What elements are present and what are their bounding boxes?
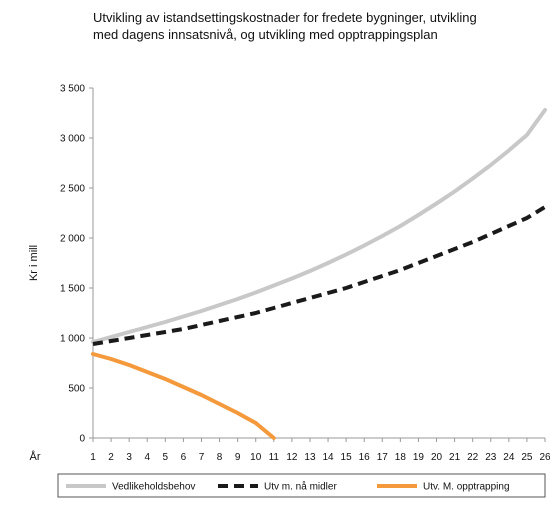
x-tick-label: 26 — [539, 452, 550, 463]
x-ticks: 1 2 3 4 5 6 7 8 9 10 11 12 13 14 15 16 17 18 19 20 21 22 23 24 2… — [90, 438, 550, 463]
series-line-2 — [92, 205, 547, 346]
y-ticks: 0 500 1 000 1 500 2 000 2 500 3 000 3 500 — [60, 84, 93, 445]
x-tick-label: 5 — [163, 452, 169, 463]
chart-title-line: med dagens innsatsnivå, og utvikling med… — [93, 27, 438, 42]
y-tick-label: 1 000 — [60, 334, 85, 345]
legend-box — [57, 473, 546, 498]
legend-label: Vedlikeholdsbehov — [112, 482, 195, 493]
x-tick-label: 21 — [449, 452, 461, 463]
x-tick-label: 15 — [341, 452, 353, 463]
legend-label: Utv m. nå midler — [264, 481, 337, 493]
x-tick-label: 12 — [286, 452, 298, 463]
y-tick-label: 2 500 — [60, 184, 85, 195]
series-lines — [91, 108, 547, 440]
series-line-1 — [91, 108, 547, 344]
x-tick-label: 24 — [503, 452, 515, 463]
legend: Vedlikeholdsbehov Utv m. nå midler Utv. M.… — [66, 481, 510, 493]
x-tick-label: 11 — [269, 452, 280, 463]
x-tick-label: 16 — [359, 452, 371, 463]
y-axis-label: Kr i mill — [28, 245, 40, 281]
x-tick-label: 10 — [250, 452, 262, 463]
x-tick-label: 7 — [199, 452, 205, 463]
x-tick-label: 2 — [108, 452, 114, 463]
x-axis-label: År — [30, 450, 41, 463]
y-tick-label: 2 000 — [60, 234, 85, 245]
x-tick-label: 20 — [431, 452, 443, 463]
x-tick-label: 1 — [90, 452, 96, 463]
chart-title: Utvikling av istandsettingskostnader for… — [93, 10, 477, 42]
x-tick-label: 3 — [126, 452, 132, 463]
x-tick-label: 4 — [144, 452, 150, 463]
x-tick-label: 18 — [395, 452, 407, 463]
x-tick-label: 8 — [217, 452, 223, 463]
chart-title-line: Utvikling av istandsettingskostnader for… — [93, 10, 477, 25]
x-tick-label: 17 — [377, 452, 389, 463]
legend-label: Utv. M. opptrapping — [423, 482, 510, 493]
x-tick-label: 6 — [181, 452, 187, 463]
series-line-3 — [91, 352, 276, 440]
y-tick-label: 1 500 — [60, 284, 85, 295]
x-tick-label: 25 — [521, 452, 533, 463]
y-tick-label: 3 500 — [60, 84, 85, 95]
x-tick-label: 23 — [485, 452, 497, 463]
x-tick-label: 13 — [304, 452, 316, 463]
y-tick-label: 3 000 — [60, 134, 85, 145]
x-tick-label: 14 — [322, 452, 334, 463]
y-tick-label: 500 — [68, 384, 85, 395]
x-tick-label: 9 — [235, 452, 241, 463]
x-tick-label: 22 — [467, 452, 479, 463]
y-tick-label: 0 — [79, 434, 85, 445]
x-tick-label: 19 — [413, 452, 425, 463]
